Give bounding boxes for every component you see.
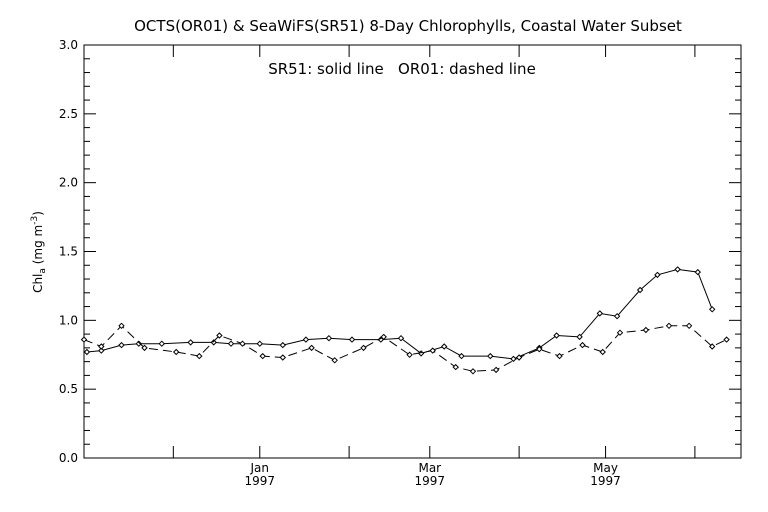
data-point-sr51 bbox=[487, 352, 494, 360]
data-point-or01 bbox=[380, 333, 387, 341]
data-point-sr51 bbox=[596, 310, 604, 317]
data-point-or01 bbox=[599, 348, 606, 356]
data-point-sr51 bbox=[348, 336, 356, 343]
y-tick-label: 0.0 bbox=[59, 451, 78, 465]
legend-text: SR51: solid line OR01: dashed line bbox=[268, 60, 536, 78]
x-tick-label-year: 1997 bbox=[415, 474, 446, 488]
y-label-units-close: ) bbox=[31, 211, 45, 216]
x-tick-label-month: Jan bbox=[250, 461, 270, 475]
y-label-sub: a bbox=[38, 268, 48, 274]
data-point-sr51 bbox=[187, 339, 194, 346]
data-point-sr51 bbox=[279, 341, 287, 349]
data-point-sr51 bbox=[510, 355, 517, 363]
data-point-sr51 bbox=[458, 352, 465, 360]
data-point-sr51 bbox=[227, 340, 235, 347]
data-point-or01 bbox=[579, 341, 586, 349]
y-label-units: (mg m bbox=[31, 225, 45, 265]
data-point-sr51 bbox=[708, 306, 716, 313]
data-point-or01 bbox=[360, 344, 367, 352]
data-point-or01 bbox=[98, 343, 105, 350]
data-point-or01 bbox=[259, 352, 266, 360]
data-point-or01 bbox=[536, 345, 543, 353]
y-label-main: Chl bbox=[31, 274, 45, 293]
y-label-units-sup: -3 bbox=[30, 216, 40, 225]
y-tick-label: 2.5 bbox=[59, 107, 78, 121]
y-tick-label: 0.5 bbox=[59, 382, 78, 396]
data-point-sr51 bbox=[397, 334, 405, 342]
data-point-sr51 bbox=[674, 266, 681, 273]
data-point-sr51 bbox=[325, 334, 333, 342]
y-tick-label: 2.0 bbox=[59, 176, 78, 190]
y-tick-label: 1.0 bbox=[59, 313, 78, 327]
data-point-or01 bbox=[708, 343, 716, 350]
y-tick-label: 3.0 bbox=[59, 38, 78, 52]
data-point-or01 bbox=[723, 336, 730, 343]
y-axis-label: Chla (mg m-3) bbox=[30, 211, 48, 293]
data-point-or01 bbox=[469, 368, 477, 375]
data-point-or01 bbox=[331, 357, 338, 364]
data-point-sr51 bbox=[98, 347, 105, 354]
data-point-sr51 bbox=[553, 332, 560, 339]
data-point-or01 bbox=[515, 354, 523, 361]
data-point-sr51 bbox=[440, 343, 448, 350]
data-point-sr51 bbox=[118, 341, 125, 349]
x-tick-label-month: May bbox=[593, 461, 618, 475]
series-layer bbox=[80, 266, 730, 375]
data-point-or01 bbox=[308, 344, 315, 352]
data-point-or01 bbox=[196, 352, 203, 360]
data-point-sr51 bbox=[636, 286, 644, 294]
data-point-sr51 bbox=[135, 340, 143, 347]
series-line-sr51 bbox=[86, 268, 713, 360]
data-point-or01 bbox=[616, 329, 624, 336]
data-point-sr51 bbox=[654, 271, 661, 279]
data-point-or01 bbox=[141, 344, 148, 352]
data-point-or01 bbox=[216, 332, 223, 339]
data-point-or01 bbox=[279, 354, 287, 361]
data-point-sr51 bbox=[576, 333, 583, 341]
data-point-sr51 bbox=[158, 340, 166, 347]
series-line-or01 bbox=[83, 325, 727, 372]
data-point-sr51 bbox=[256, 340, 264, 347]
data-point-or01 bbox=[665, 322, 673, 330]
data-point-or01 bbox=[556, 352, 563, 360]
data-point-sr51 bbox=[613, 312, 621, 320]
data-point-sr51 bbox=[694, 268, 702, 276]
data-point-or01 bbox=[642, 326, 650, 334]
y-tick-label: 1.5 bbox=[59, 245, 78, 259]
data-point-or01 bbox=[406, 351, 413, 359]
data-point-or01 bbox=[429, 347, 436, 354]
data-point-or01 bbox=[118, 322, 125, 330]
x-tick-label-month: Mar bbox=[418, 461, 441, 475]
data-point-or01 bbox=[80, 336, 88, 343]
data-point-or01 bbox=[492, 366, 500, 374]
data-point-or01 bbox=[239, 340, 246, 347]
data-point-sr51 bbox=[210, 339, 217, 346]
data-point-or01 bbox=[685, 322, 693, 330]
data-point-sr51 bbox=[302, 336, 310, 343]
data-point-sr51 bbox=[83, 348, 91, 356]
x-tick-label-year: 1997 bbox=[245, 474, 276, 488]
data-point-or01 bbox=[452, 363, 459, 371]
y-axis: 0.0 0.5 1.0 1.5 2.0 2.5 3.0 bbox=[59, 38, 741, 465]
x-tick-label-year: 1997 bbox=[590, 474, 621, 488]
chart-title: OCTS(OR01) & SeaWiFS(SR51) 8-Day Chlorop… bbox=[134, 17, 682, 35]
plot-frame bbox=[83, 44, 742, 459]
data-point-or01 bbox=[172, 348, 180, 356]
